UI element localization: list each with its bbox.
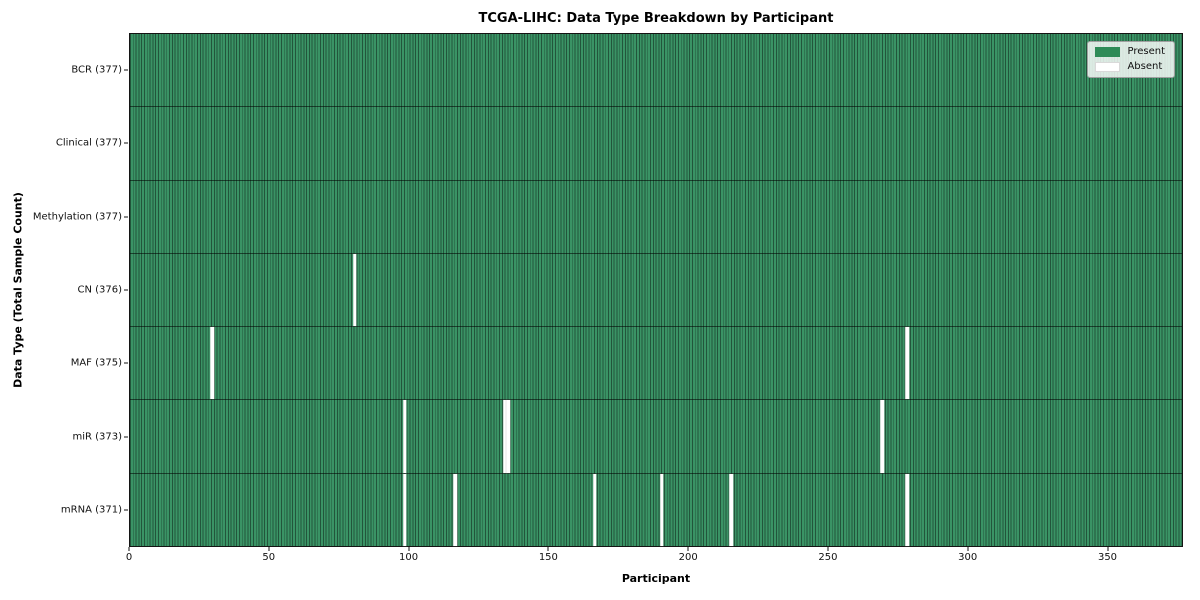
y-tick-label-bcr: BCR (377) [71,64,122,76]
y-tick-mark [124,436,128,438]
x-tick-mark [967,547,969,551]
y-tick-label-cn: CN (376) [77,284,122,296]
x-tick-mark [408,547,410,551]
absent-cell-marker [503,400,508,473]
absent-cell-marker [729,473,734,546]
y-axis-label: Data Type (Total Sample Count) [11,192,25,388]
absent-cell-marker [592,473,597,546]
x-tick-label: 250 [818,552,838,563]
legend-item-absent: Absent [1095,62,1165,72]
x-tick-mark [128,547,130,551]
absent-cell-marker [403,473,407,546]
y-tick-mark [124,509,128,511]
heatmap-row-methylation [130,181,1182,254]
absent-cell-marker [905,473,909,546]
x-axis-label: Participant [621,572,691,585]
legend-label-present: Present [1127,46,1165,57]
x-tick-label: 100 [399,552,419,563]
y-tick-label-methylation: Methylation (377) [32,211,122,223]
absent-cell-marker [880,400,884,473]
heatmap-row-clinical [130,107,1182,181]
x-tick-label: 200 [678,552,698,563]
plot-area: Present Absent [129,33,1183,547]
absent-cell-marker [403,400,407,473]
x-tick-label: 150 [538,552,558,563]
y-tick-label-clinical: Clinical (377) [55,137,122,149]
plot-rows [130,34,1182,546]
y-tick-label-maf: MAF (375) [70,357,122,369]
absent-cell-marker [506,400,510,473]
heatmap-row-maf [130,327,1182,401]
y-tick-mark [124,216,128,218]
x-tick-label: 300 [958,552,978,563]
absent-cell-marker [352,253,357,327]
y-tick-label-mrna: mRNA (371) [60,504,122,516]
heatmap-row-bcr [130,34,1182,108]
absent-cell-marker [905,327,909,400]
x-tick-mark [827,547,829,551]
x-tick-mark [1107,547,1108,551]
x-tick-mark [547,547,549,551]
x-tick-label: 0 [125,552,133,563]
legend: Present Absent [1087,41,1175,78]
heatmap-row-mrna [130,473,1182,546]
present-swatch-icon [1095,47,1121,57]
legend-label-absent: Absent [1127,61,1163,72]
heatmap-row-cn [130,253,1182,328]
absent-swatch-icon [1095,62,1121,72]
x-tick-mark [268,547,270,551]
heatmap-row-mir [130,400,1182,474]
absent-cell-marker [659,473,664,546]
legend-item-present: Present [1095,47,1165,57]
absent-cell-marker [210,327,215,400]
chart-title: TCGA-LIHC: Data Type Breakdown by Partic… [478,11,834,26]
absent-cell-marker [453,473,457,546]
y-tick-mark [124,362,128,364]
x-tick-label: 350 [1097,552,1118,563]
y-tick-label-mir: miR (373) [72,431,122,443]
x-tick-mark [687,547,689,551]
y-tick-mark [124,289,128,291]
y-tick-mark [124,142,128,144]
x-tick-label: 50 [262,552,276,563]
y-tick-mark [124,69,128,71]
